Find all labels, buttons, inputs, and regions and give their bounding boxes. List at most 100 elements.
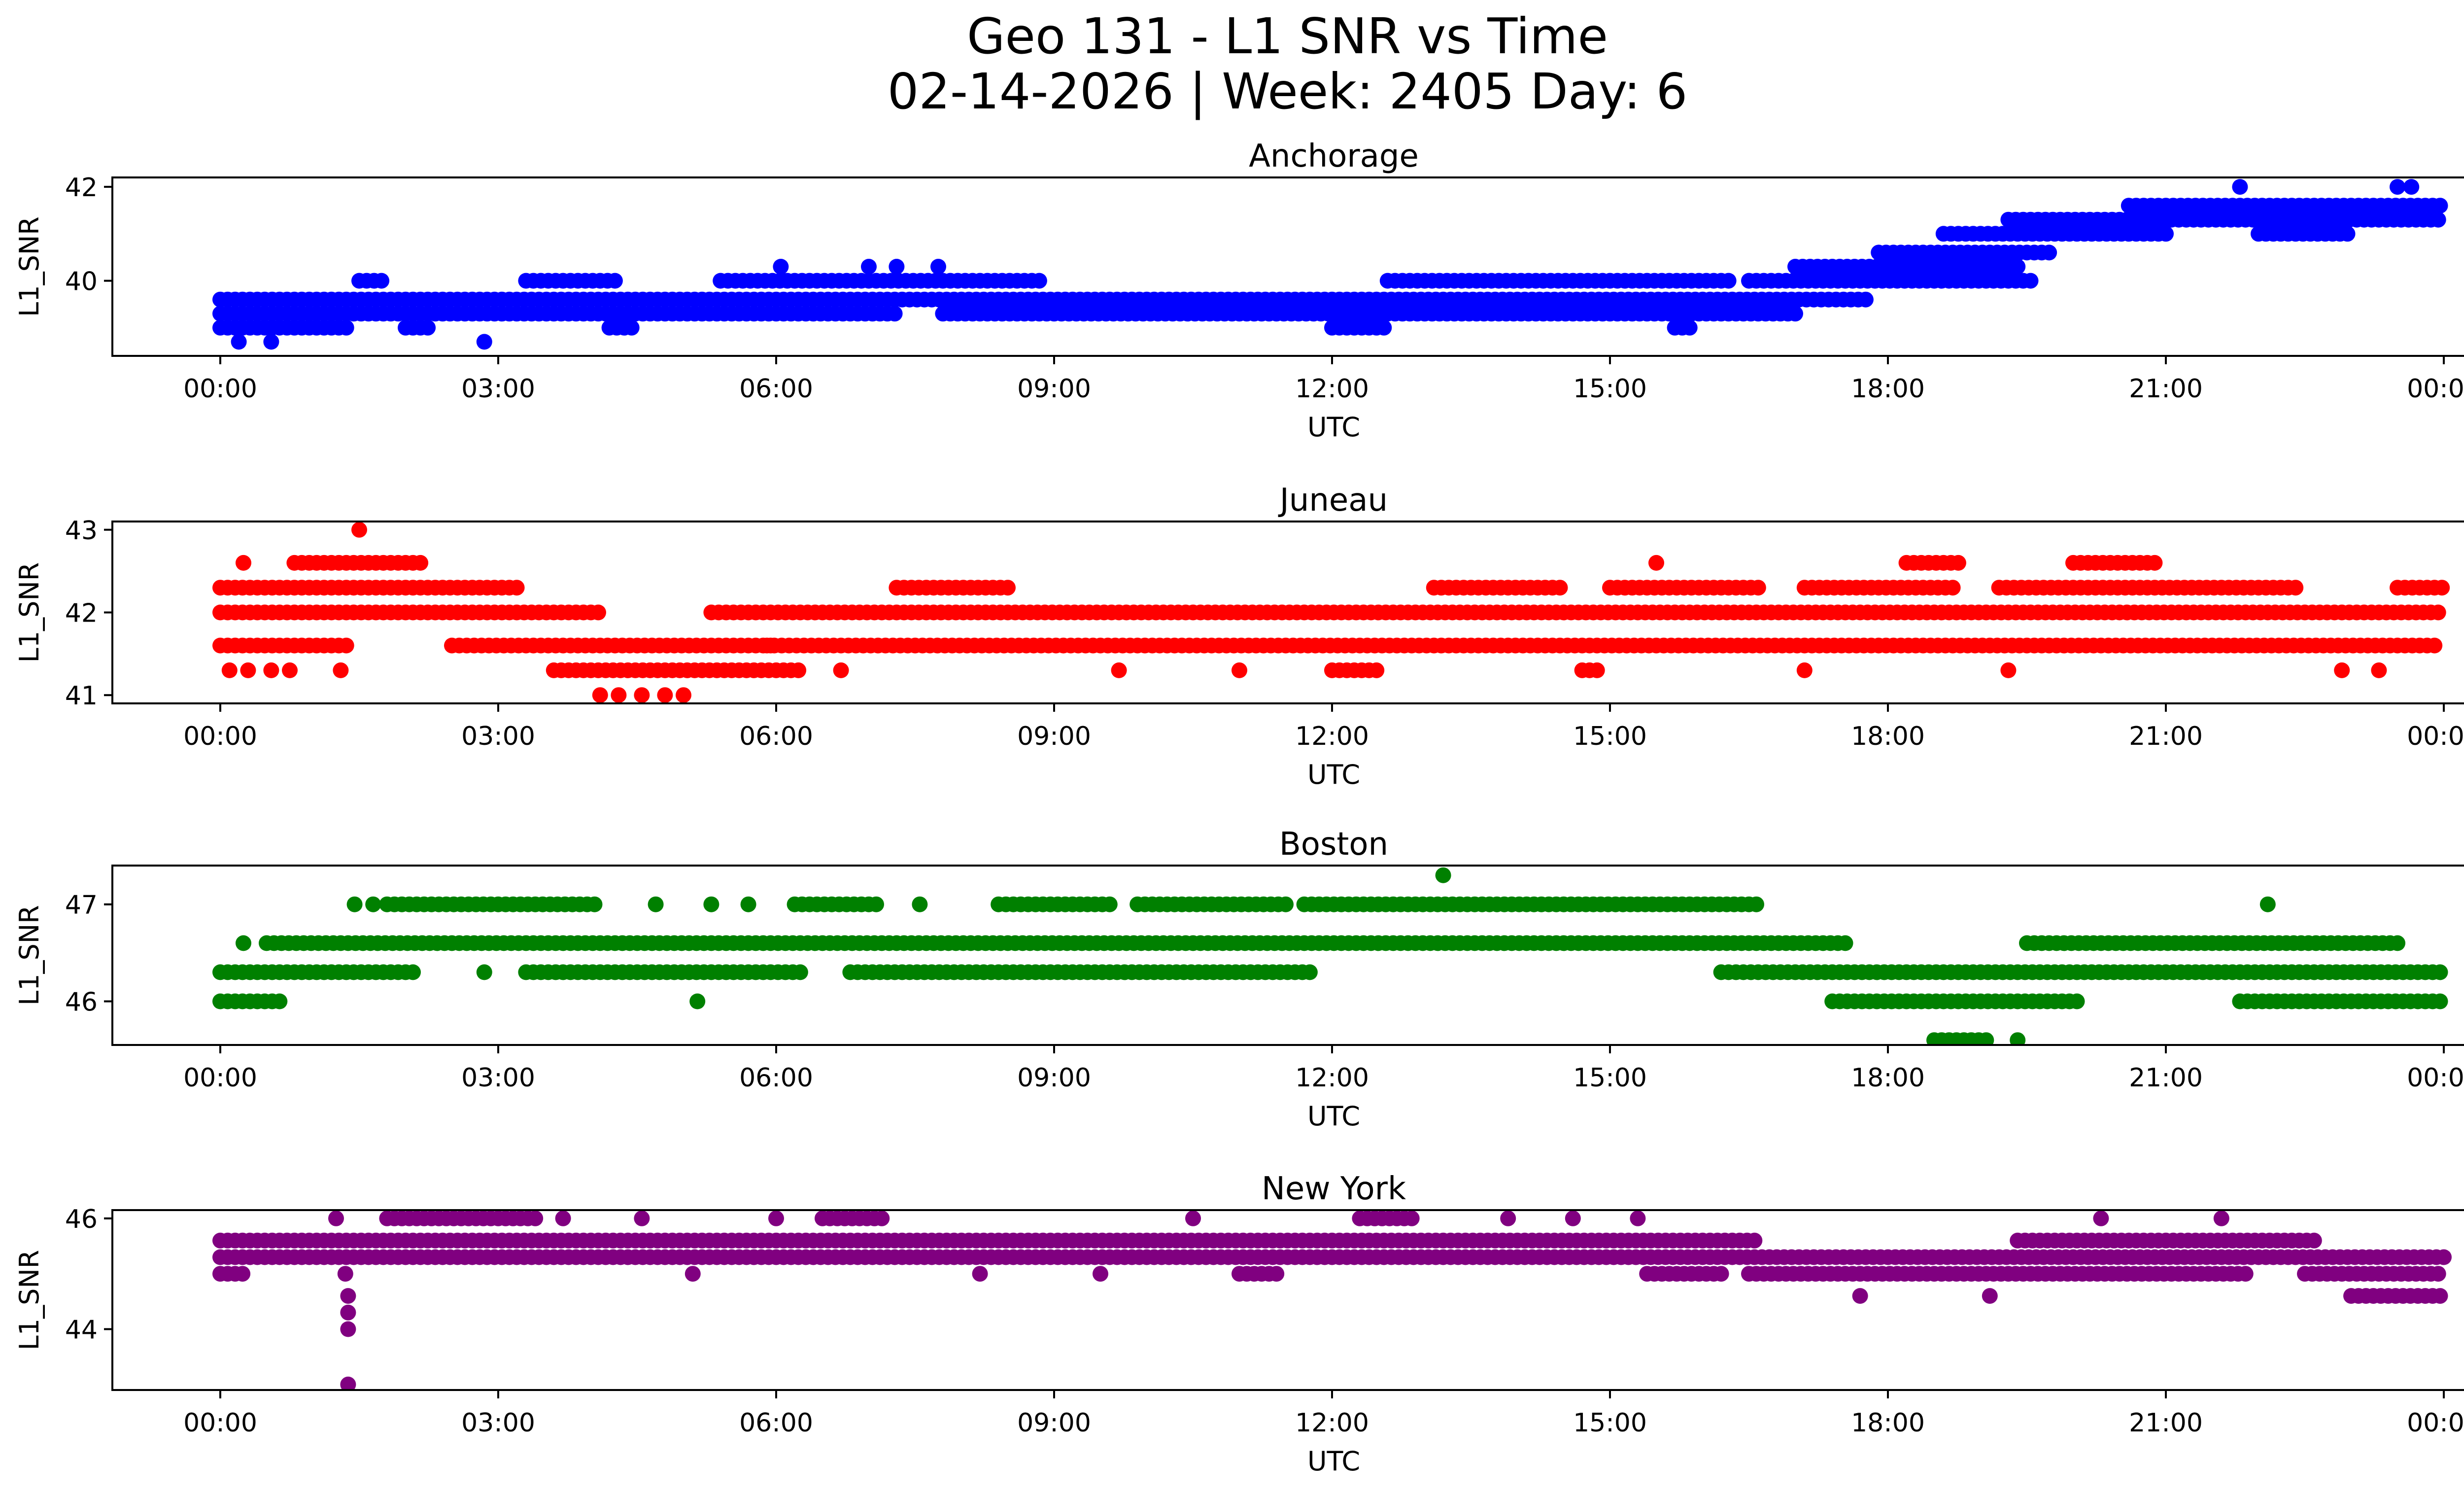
data-point xyxy=(2430,211,2446,228)
x-tick-label: 15:00 xyxy=(1573,1408,1647,1438)
data-point xyxy=(607,273,623,289)
data-point xyxy=(328,1210,344,1226)
data-point xyxy=(236,555,251,571)
data-point xyxy=(405,964,421,980)
y-tick-label: 40 xyxy=(65,267,98,297)
data-point xyxy=(773,259,789,275)
x-tick-label: 21:00 xyxy=(2129,374,2203,404)
data-points xyxy=(212,522,2450,703)
data-point xyxy=(476,334,492,350)
data-point xyxy=(1000,580,1016,596)
data-point xyxy=(337,1266,353,1282)
x-tick-label: 18:00 xyxy=(1851,722,1925,751)
data-point xyxy=(1301,964,1318,980)
subplot-boston: Boston 00:00 03:00 06:00 09:00 12:00 15:00 18:0… xyxy=(14,826,2464,1132)
data-point xyxy=(2147,555,2163,571)
data-point xyxy=(2432,198,2448,214)
x-tick-label: 00:00 xyxy=(2407,1408,2464,1438)
data-point xyxy=(333,662,349,678)
x-tick-label: 06:00 xyxy=(739,1063,813,1093)
axes-frame xyxy=(111,1209,2464,1391)
data-point xyxy=(1720,273,1737,289)
data-point xyxy=(1978,1032,1994,1045)
data-point xyxy=(2041,244,2057,261)
data-point xyxy=(476,964,492,980)
data-point xyxy=(889,259,905,275)
data-point xyxy=(2306,1232,2322,1249)
data-point xyxy=(346,896,363,912)
data-point xyxy=(790,662,807,678)
data-point xyxy=(2432,964,2448,980)
figure-title-line-1: Geo 131 - L1 SNR vs Time xyxy=(967,7,1608,65)
data-point xyxy=(2093,1210,2109,1226)
data-point xyxy=(351,522,367,538)
data-point xyxy=(634,687,650,703)
data-point xyxy=(2010,1032,2026,1045)
data-point xyxy=(1278,896,1294,912)
x-tick-label: 18:00 xyxy=(1851,374,1925,404)
data-point xyxy=(868,896,884,912)
y-tick-label: 47 xyxy=(65,891,98,920)
data-point xyxy=(340,1376,356,1390)
data-points xyxy=(212,867,2448,1045)
x-tick-label: 21:00 xyxy=(2129,722,2203,751)
data-point xyxy=(509,580,525,596)
data-point xyxy=(1750,580,1766,596)
data-point xyxy=(1435,867,1451,883)
data-point xyxy=(657,687,673,703)
axes-frame xyxy=(111,865,2464,1046)
data-point xyxy=(338,637,354,654)
data-point xyxy=(1982,1288,1998,1304)
data-point xyxy=(1185,1210,1201,1226)
x-tick-label: 00:00 xyxy=(2407,1063,2464,1093)
data-point xyxy=(340,1321,356,1337)
y-tick-label: 41 xyxy=(65,681,98,711)
x-tick-label: 00:00 xyxy=(183,722,257,751)
data-point xyxy=(1376,319,1392,336)
data-point xyxy=(611,687,627,703)
data-point xyxy=(236,935,251,951)
data-point xyxy=(768,1210,784,1226)
x-tick-label: 21:00 xyxy=(2129,1408,2203,1438)
data-point xyxy=(340,1288,356,1304)
data-point xyxy=(1565,1210,1581,1226)
data-point xyxy=(1630,1210,1646,1226)
data-point xyxy=(2403,179,2420,195)
subplot-title: Anchorage xyxy=(1249,138,1419,174)
data-point xyxy=(1500,1210,1516,1226)
data-point xyxy=(1837,935,1853,951)
x-tick-label: 12:00 xyxy=(1295,1063,1369,1093)
data-point xyxy=(1552,580,1568,596)
y-tick-label: 42 xyxy=(65,599,98,628)
data-point xyxy=(1746,1232,1763,1249)
data-point xyxy=(2259,896,2276,912)
data-point xyxy=(2334,662,2350,678)
subplot-juneau: Juneau 00:00 03:00 06:00 09:00 12:00 15:00 18:0… xyxy=(14,482,2464,790)
x-tick-label: 00:00 xyxy=(183,1063,257,1093)
data-point xyxy=(1268,1266,1285,1282)
data-point xyxy=(676,687,691,703)
data-point xyxy=(1369,662,1385,678)
data-point xyxy=(2436,1249,2452,1265)
data-point xyxy=(282,662,298,678)
data-point xyxy=(1648,555,1664,571)
data-point xyxy=(374,273,390,289)
data-point xyxy=(2288,580,2304,596)
data-point xyxy=(1232,662,1247,678)
x-axis-label: UTC xyxy=(1307,759,1360,790)
data-point xyxy=(1945,580,1961,596)
data-point xyxy=(263,662,279,678)
data-point xyxy=(2158,226,2174,242)
subplot-new-york: New York 00:00 03:00 06:00 09:00 12:00 15:00 18… xyxy=(14,1171,2464,1477)
data-point xyxy=(623,319,640,336)
data-point xyxy=(1713,1266,1729,1282)
data-point xyxy=(2237,1266,2254,1282)
subplot-anchorage: Anchorage 00:00 03:00 06:00 09:00 12:00 15:00 1… xyxy=(14,138,2464,443)
data-point xyxy=(648,896,664,912)
data-point xyxy=(1093,1266,1108,1282)
y-axis-label: L1_SNR xyxy=(14,216,45,317)
data-point xyxy=(874,1210,890,1226)
data-point xyxy=(634,1210,650,1226)
data-point xyxy=(2000,662,2017,678)
figure-title: Geo 131 - L1 SNR vs Time 02-14-2026 | We… xyxy=(0,9,2464,119)
